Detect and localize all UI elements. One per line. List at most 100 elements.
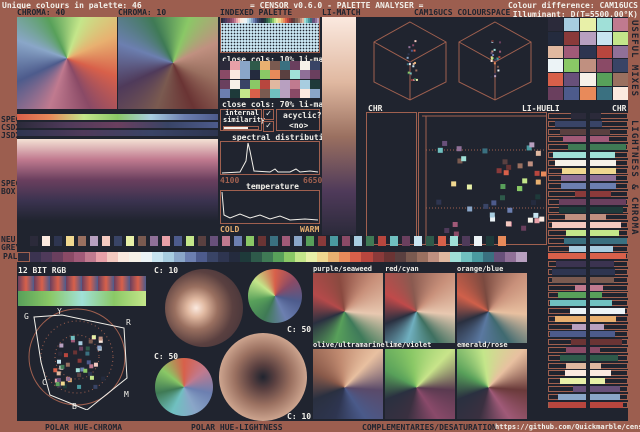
palette-swatch[interactable] xyxy=(449,252,461,262)
palette-swatch[interactable] xyxy=(274,18,277,23)
palette-swatch[interactable] xyxy=(96,252,108,262)
chroma-fill xyxy=(590,152,616,158)
palette-swatch[interactable] xyxy=(306,18,309,23)
palette-swatch[interactable] xyxy=(383,252,395,262)
palette-swatch[interactable] xyxy=(250,18,253,23)
palette-swatch[interactable] xyxy=(229,18,232,23)
palette-swatch[interactable] xyxy=(225,18,228,23)
github-link[interactable]: https://github.com/Quickmarble/censor xyxy=(495,423,640,431)
palette-swatch[interactable] xyxy=(30,252,42,262)
palette-swatch[interactable] xyxy=(246,18,249,23)
palette-swatch[interactable] xyxy=(269,18,272,23)
palette-swatch[interactable] xyxy=(297,18,300,23)
indexed-palette[interactable] xyxy=(220,17,320,53)
palette-swatch[interactable] xyxy=(231,18,234,23)
palette-swatch[interactable] xyxy=(52,252,64,262)
palette-swatch[interactable] xyxy=(328,252,340,262)
palette-swatch[interactable] xyxy=(339,252,351,262)
palette-swatch[interactable] xyxy=(471,252,483,262)
palette-swatch[interactable] xyxy=(162,252,174,262)
palette-swatch[interactable] xyxy=(282,18,285,23)
palette-swatch[interactable] xyxy=(314,18,317,23)
palette-swatch[interactable] xyxy=(416,252,428,262)
palette-swatch[interactable] xyxy=(505,252,517,262)
palette-swatch[interactable] xyxy=(259,18,262,23)
palette-swatch[interactable] xyxy=(293,18,296,23)
palette-swatch[interactable] xyxy=(261,18,264,23)
palette-swatch[interactable] xyxy=(361,252,373,262)
palette-swatch[interactable] xyxy=(250,252,263,262)
palette-swatch[interactable] xyxy=(284,18,287,23)
palette-swatch[interactable] xyxy=(295,252,307,262)
lightness-fill xyxy=(569,245,586,252)
palette-swatch[interactable] xyxy=(316,18,319,23)
palette-swatch[interactable] xyxy=(289,18,292,23)
palette-swatch[interactable] xyxy=(286,18,289,23)
palette-swatch[interactable] xyxy=(239,252,251,262)
palette-swatch[interactable] xyxy=(310,18,313,23)
palette-swatch[interactable] xyxy=(257,18,260,23)
palette-swatch[interactable] xyxy=(303,18,306,23)
palette-swatch[interactable] xyxy=(299,18,302,23)
palette-swatch[interactable] xyxy=(312,18,315,23)
palette-swatch[interactable] xyxy=(265,18,268,23)
palette-swatch[interactable] xyxy=(206,252,218,262)
palette-swatch[interactable] xyxy=(427,252,439,262)
palette-swatch[interactable] xyxy=(482,252,495,262)
palette-swatch[interactable] xyxy=(284,252,296,262)
palette-swatch[interactable] xyxy=(107,252,119,262)
palette-swatch[interactable] xyxy=(394,252,406,262)
palette-swatch[interactable] xyxy=(263,18,266,23)
palette-swatch[interactable] xyxy=(308,18,311,23)
palette-swatch[interactable] xyxy=(280,18,283,23)
acyclic-checkbox[interactable]: ✓ xyxy=(263,121,274,132)
palette-swatch[interactable] xyxy=(140,252,152,262)
palette-swatch[interactable] xyxy=(317,252,329,262)
palette-swatch[interactable] xyxy=(85,252,97,262)
palette-swatch[interactable] xyxy=(262,252,274,262)
palette-swatch[interactable] xyxy=(278,18,281,23)
palette-swatch[interactable] xyxy=(233,18,236,23)
palette-swatch[interactable] xyxy=(235,18,238,23)
palette-swatch[interactable] xyxy=(238,18,241,23)
palette-swatch[interactable] xyxy=(295,18,298,23)
palette-swatch[interactable] xyxy=(74,252,86,262)
palette-swatch[interactable] xyxy=(217,252,229,262)
palette-swatch[interactable] xyxy=(242,18,245,23)
palette-swatch[interactable] xyxy=(118,252,130,262)
palette-swatch[interactable] xyxy=(405,252,417,262)
palette-swatch[interactable] xyxy=(17,252,31,262)
palette-swatch[interactable] xyxy=(63,252,75,262)
colour-point xyxy=(483,203,489,209)
palette-swatch[interactable] xyxy=(244,18,247,23)
palette-swatch[interactable] xyxy=(221,18,224,23)
palette-swatch[interactable] xyxy=(228,252,240,262)
palette-swatch[interactable] xyxy=(494,252,506,262)
palette-swatch[interactable] xyxy=(306,252,318,262)
palette-swatch[interactable] xyxy=(173,252,185,262)
internal-similarity-checkbox[interactable]: ✓ xyxy=(263,109,274,120)
palette-swatch[interactable] xyxy=(223,18,226,23)
palette-swatch[interactable] xyxy=(184,252,196,262)
palette-swatch[interactable] xyxy=(438,252,450,262)
palette-swatch[interactable] xyxy=(276,18,279,23)
palette-swatch[interactable] xyxy=(273,252,285,262)
palette-swatch[interactable] xyxy=(227,18,230,23)
palette-swatch[interactable] xyxy=(272,18,275,23)
palette-swatch[interactable] xyxy=(372,252,384,262)
palette-swatch[interactable] xyxy=(129,252,141,262)
palette-swatch[interactable] xyxy=(301,18,304,23)
palette-swatch[interactable] xyxy=(195,252,207,262)
palette-swatch[interactable] xyxy=(255,18,258,23)
palette-swatch[interactable] xyxy=(240,18,243,23)
chroma-fill xyxy=(590,253,626,260)
palette-swatch[interactable] xyxy=(41,252,53,262)
palette-swatch[interactable] xyxy=(460,252,472,262)
palette-swatch[interactable] xyxy=(291,18,294,23)
palette-swatch[interactable] xyxy=(267,18,270,23)
palette-swatch[interactable] xyxy=(248,18,251,23)
palette-swatch[interactable] xyxy=(151,252,163,262)
palette-swatch[interactable] xyxy=(516,252,528,262)
palette-swatch[interactable] xyxy=(350,252,362,262)
palette-swatch[interactable] xyxy=(252,18,255,23)
